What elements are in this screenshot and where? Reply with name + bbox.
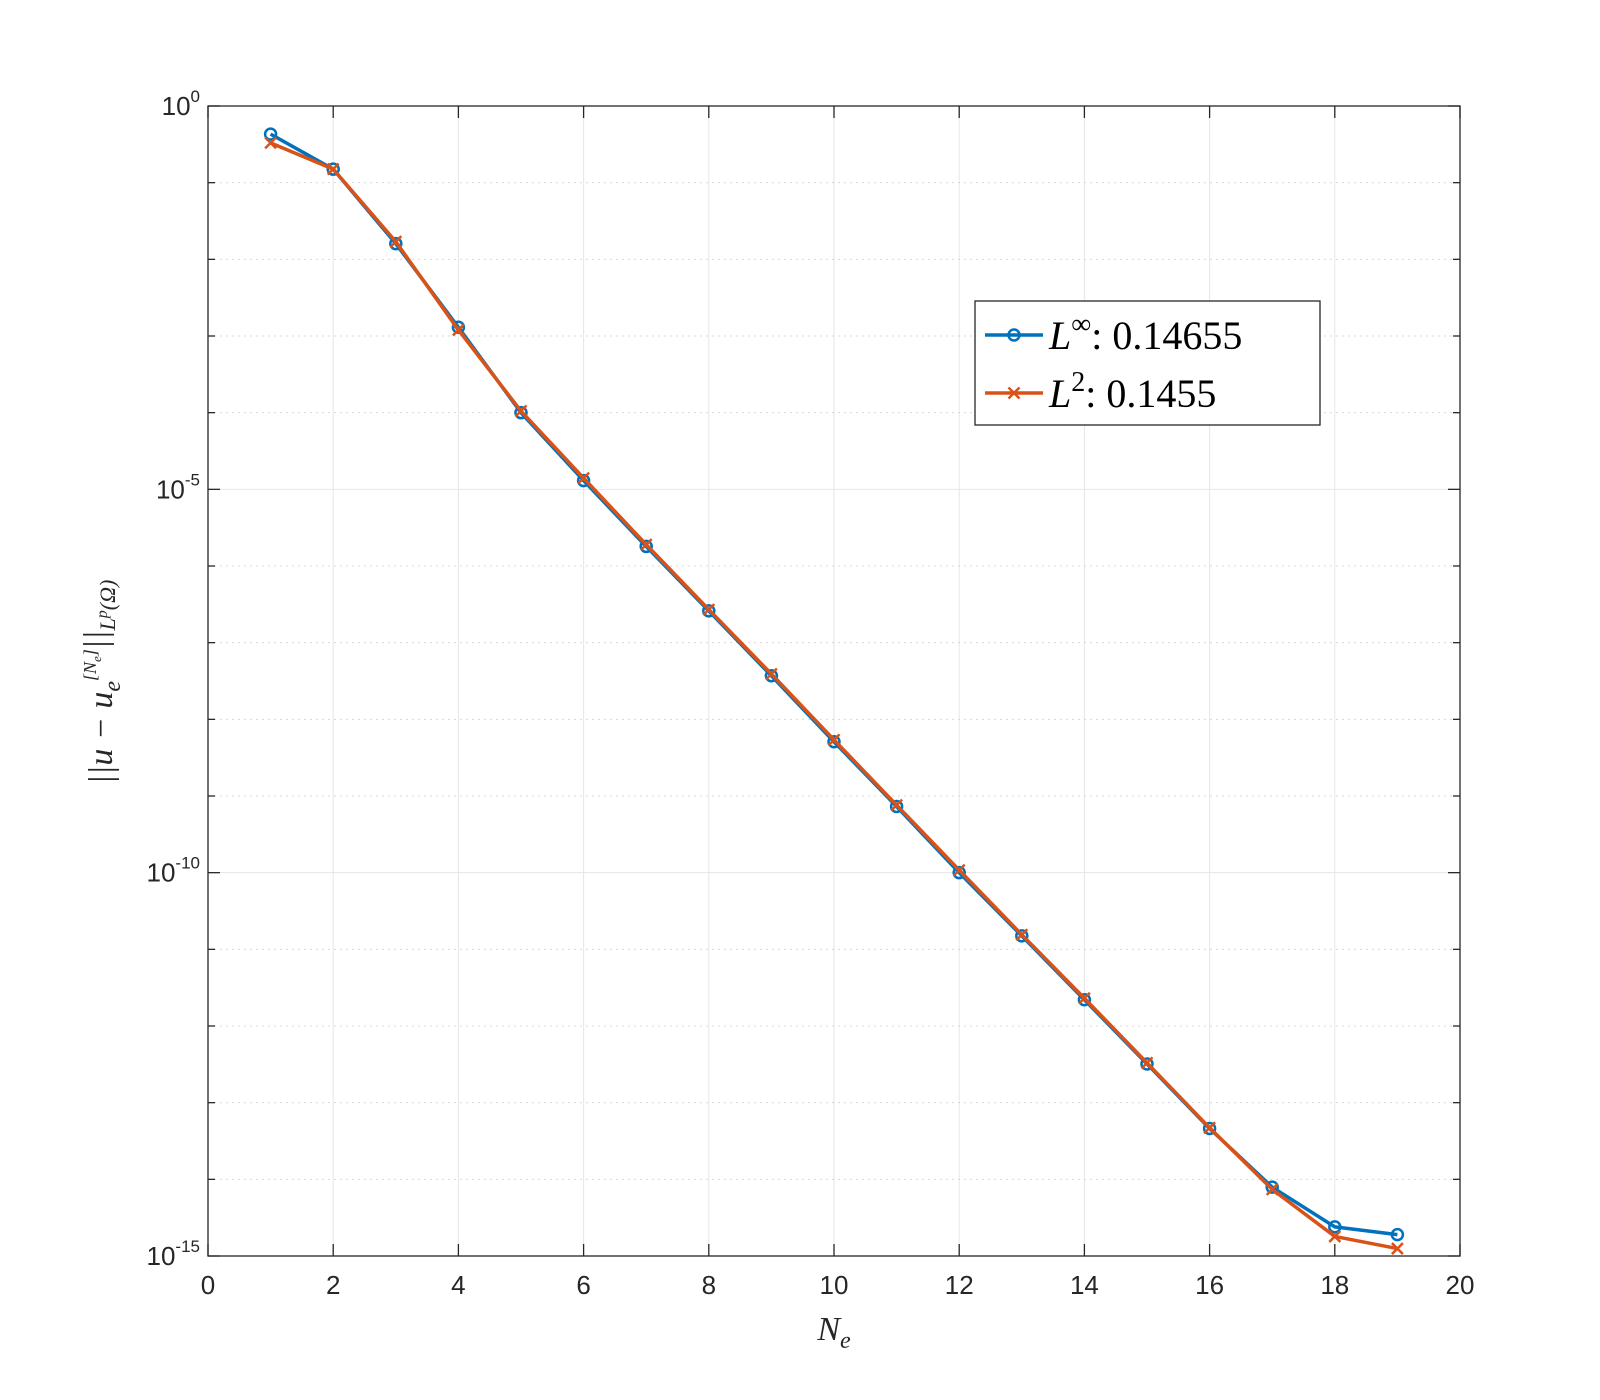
x-tick-label: 8 [702,1270,716,1300]
data-point [452,323,465,337]
data-point [514,405,528,420]
data-point [514,404,528,418]
data-point [1077,992,1092,1007]
data-point [702,603,716,616]
x-tick-label: 2 [326,1270,340,1300]
x-axis-label: Ne [816,1311,851,1354]
y-tick-label: 100 [162,87,200,121]
data-point [1265,1180,1279,1194]
data-point [389,235,403,249]
y-tick-label: 10-5 [156,470,200,504]
data-point [1078,991,1091,1005]
data-point [1140,1056,1154,1070]
y-tick-label: 10-10 [147,854,201,888]
x-tick-label: 0 [201,1270,215,1300]
data-point [639,539,653,554]
data-point [889,799,904,814]
data-point [702,604,716,618]
data-point [1265,1182,1279,1196]
data-point [827,735,841,749]
x-tick-label: 12 [945,1270,974,1300]
data-point [1390,1227,1405,1242]
data-point [326,162,340,176]
x-tick-label: 16 [1195,1270,1224,1300]
x-tick-label: 4 [451,1270,465,1300]
data-point [1140,1057,1154,1071]
data-point [1015,928,1029,942]
data-point [1203,1121,1216,1135]
axis-ticks: 0 2 4 6 8 10 12 14 16 18 20 100 10-5 10-10 10-15 [147,87,1475,1300]
data-point [639,538,653,552]
data-point [952,863,966,877]
data-point [890,798,903,812]
data-point [1328,1220,1342,1234]
x-tick-label: 20 [1446,1270,1475,1300]
data-point [952,865,966,880]
data-point [264,136,277,150]
legend: L∞: 0.14655 L2: 0.1455 [974,300,1321,426]
data-series [263,127,1405,1255]
data-point [326,162,340,176]
data-point [827,733,841,747]
data-point [1328,1230,1342,1243]
data-point [577,471,590,485]
data-point [263,127,278,141]
data-point [576,473,591,488]
legend-marker [1007,328,1021,342]
data-point [765,667,778,681]
y-tick-label: 10-15 [147,1237,201,1271]
legend-label: L2: 0.1455 [1048,367,1216,416]
data-point [1202,1121,1217,1136]
legend-box [974,300,1321,426]
data-point [1391,1242,1404,1255]
x-tick-label: 18 [1320,1270,1349,1300]
y-axis-label: ||u − ue[Ne]||Lp(Ω) [78,580,126,785]
x-tick-label: 14 [1070,1270,1099,1300]
data-point [1015,929,1029,943]
data-point [389,236,403,251]
data-point [764,669,779,683]
x-tick-label: 10 [820,1270,849,1300]
legend-marker [1007,386,1021,400]
legend-label: L∞: 0.14655 [1048,309,1242,358]
x-tick-label: 6 [576,1270,590,1300]
